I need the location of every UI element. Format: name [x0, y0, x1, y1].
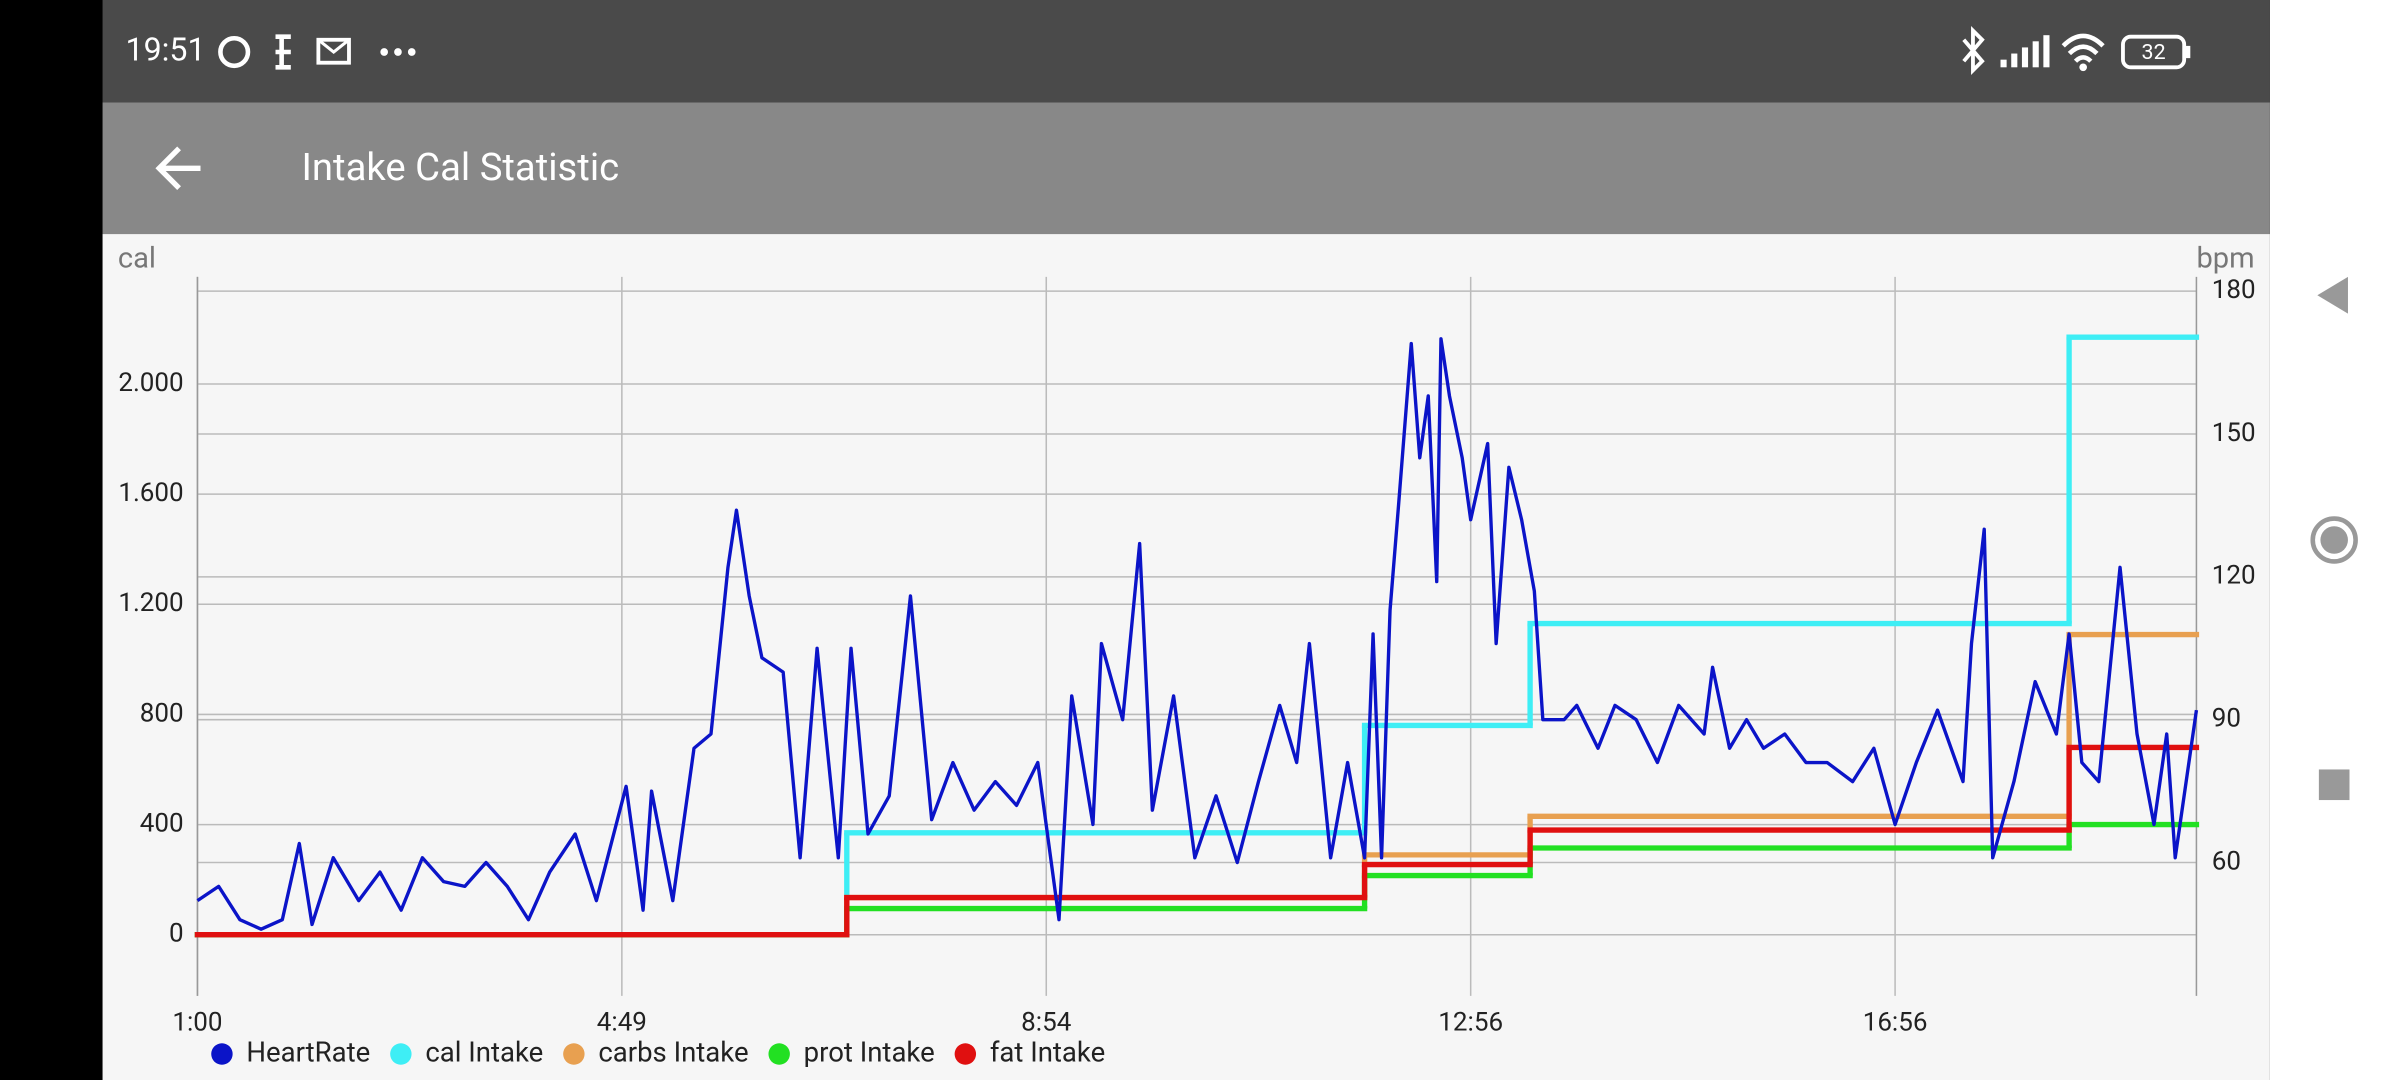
x-tick-label: 4:49 [597, 1007, 647, 1037]
status-bar [102, 0, 2270, 103]
legend-marker [954, 1043, 977, 1065]
line-series [196, 337, 2199, 931]
nav-back[interactable] [2317, 276, 2348, 314]
status-time: 19:51 [126, 31, 206, 69]
app-bar [102, 102, 2270, 235]
nav-home[interactable] [2310, 516, 2358, 564]
y2-tick-label: 90 [2212, 704, 2241, 734]
y2-axis-unit: bpm [2196, 242, 2254, 276]
y-tick-label: 1.200 [118, 588, 183, 618]
legend-marker [211, 1043, 233, 1065]
y-tick-label: 1.600 [118, 478, 183, 508]
y-tick-label: 800 [140, 698, 184, 728]
legend-label: HeartRate [246, 1035, 370, 1068]
chart-area [102, 234, 2270, 1080]
status-icons-left [218, 34, 416, 70]
legend-label: fat Intake [990, 1035, 1105, 1068]
legend-marker [768, 1043, 790, 1065]
y2-tick-label: 120 [2212, 561, 2256, 591]
legend-label: cal Intake [425, 1035, 543, 1068]
x-tick-label: 12:56 [1438, 1007, 1503, 1037]
y2-tick-label: 60 [2212, 846, 2241, 876]
x-tick-label: 8:54 [1021, 1007, 1072, 1037]
y-tick-label: 2.000 [118, 368, 183, 398]
status-icons-right [1962, 25, 2191, 75]
nav-recents[interactable] [2318, 769, 2350, 801]
y-tick-label: 0 [169, 919, 184, 949]
battery-level: 32 [2142, 40, 2166, 65]
y-tick-label: 400 [140, 808, 184, 838]
legend-marker [563, 1043, 585, 1065]
y2-tick-label: 150 [2212, 418, 2256, 448]
x-tick-label: 1:00 [172, 1007, 222, 1037]
back-button[interactable] [155, 146, 201, 191]
legend-label: carbs Intake [598, 1035, 748, 1068]
x-tick-label: 16:56 [1863, 1007, 1928, 1037]
legend-marker [390, 1043, 412, 1065]
plot: 1:00 4:49 8:54 12:56 16:56 0 400 800 1.200 1.600 2… [118, 275, 2255, 1068]
app-title: Intake Cal Statistic [302, 146, 620, 190]
y-axis-unit: cal [118, 242, 156, 276]
y2-tick-label: 180 [2212, 275, 2256, 305]
nav-home-dot [2320, 526, 2348, 554]
legend-label: prot Intake [804, 1035, 935, 1068]
